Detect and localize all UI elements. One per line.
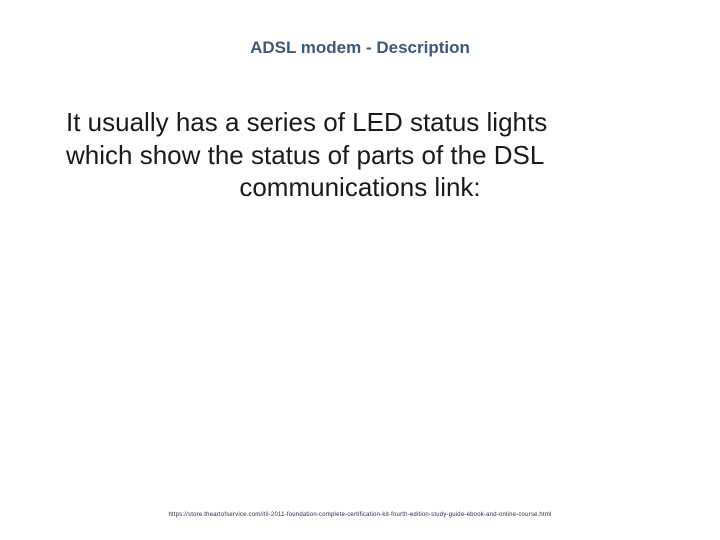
slide-title: ADSL modem - Description	[60, 38, 660, 58]
body-line-1: It usually has a series of LED status li…	[66, 107, 547, 137]
footer-url: https://store.theartofservice.com/itil-2…	[0, 512, 720, 518]
body-line-3: communications link:	[66, 171, 654, 204]
slide-container: ADSL modem - Description It usually has …	[0, 0, 720, 540]
body-line-2: which show the status of parts of the DS…	[66, 140, 544, 170]
slide-body: It usually has a series of LED status li…	[60, 106, 660, 204]
